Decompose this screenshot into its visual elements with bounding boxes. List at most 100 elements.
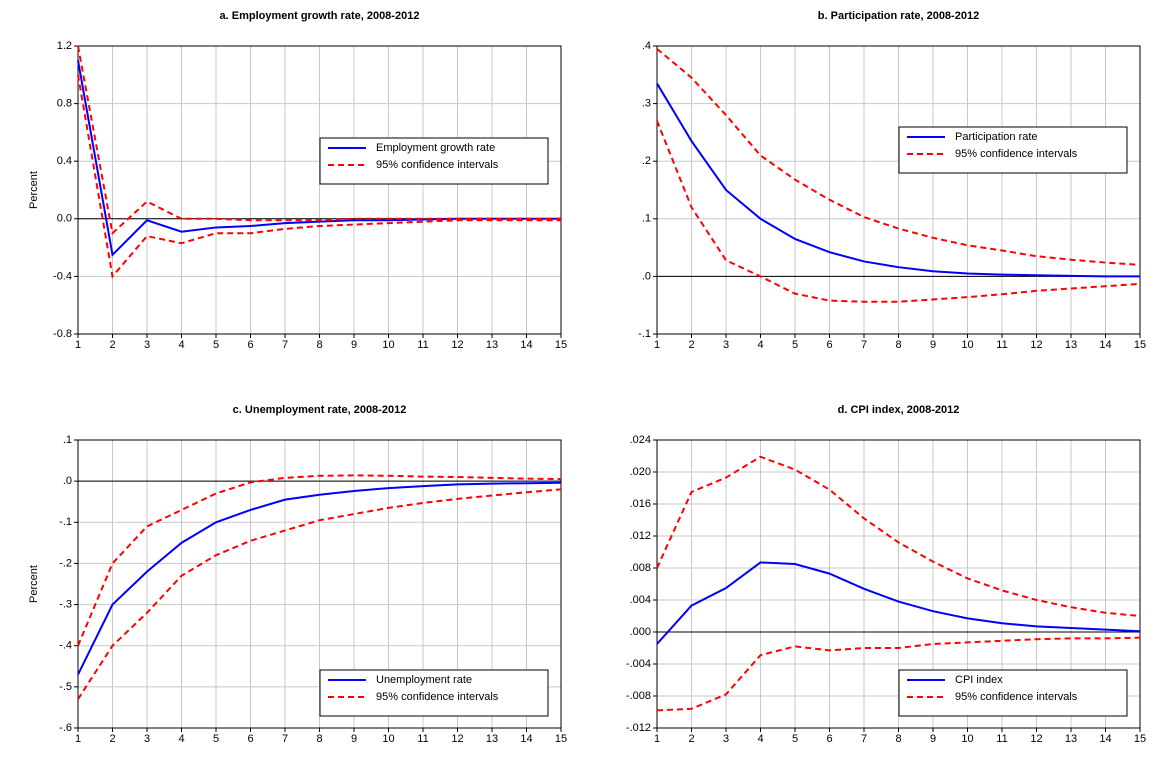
legend-box bbox=[319, 137, 549, 185]
x-tick-label: 4 bbox=[178, 733, 184, 745]
series-line bbox=[656, 561, 1141, 645]
y-tick-label: 1.2 bbox=[57, 40, 72, 52]
y-tick-label: .020 bbox=[630, 466, 651, 478]
series-line bbox=[77, 45, 561, 236]
legend-box bbox=[898, 669, 1128, 717]
series-line bbox=[77, 481, 562, 675]
series-line bbox=[656, 636, 1141, 712]
x-tick-label: 6 bbox=[247, 733, 253, 745]
y-tick-label: .004 bbox=[630, 594, 651, 606]
legend-box bbox=[319, 669, 549, 717]
y-tick-label: .1 bbox=[63, 434, 72, 446]
x-tick-label: 4 bbox=[757, 339, 763, 351]
x-tick-label: 3 bbox=[144, 733, 150, 745]
x-tick-label: 3 bbox=[144, 339, 150, 351]
x-tick-label: 10 bbox=[382, 339, 394, 351]
y-tick-label: .000 bbox=[630, 626, 651, 638]
y-tick-label: -.1 bbox=[59, 516, 72, 528]
x-tick-label: 6 bbox=[247, 339, 253, 351]
x-tick-label: 11 bbox=[996, 339, 1007, 351]
x-tick-label: 4 bbox=[178, 339, 184, 351]
legend-box bbox=[898, 126, 1128, 174]
y-tick-label: 0.0 bbox=[57, 213, 72, 225]
y-axis-label: Percent bbox=[28, 171, 40, 209]
y-tick-label: 0.8 bbox=[57, 98, 72, 110]
series-line bbox=[656, 48, 1141, 266]
x-tick-label: 11 bbox=[417, 733, 428, 745]
x-tick-label: 9 bbox=[930, 733, 936, 745]
x-tick-label: 13 bbox=[1065, 339, 1077, 351]
series-line bbox=[656, 82, 1140, 278]
x-tick-label: 2 bbox=[109, 733, 115, 745]
x-tick-label: 14 bbox=[520, 339, 532, 351]
series-line bbox=[656, 455, 1141, 617]
y-tick-label: .0 bbox=[642, 270, 651, 282]
plot-frame bbox=[656, 439, 1141, 729]
x-tick-label: 1 bbox=[654, 339, 660, 351]
legend-label: Employment growth rate bbox=[376, 142, 495, 154]
y-tick-label: -.5 bbox=[59, 681, 72, 693]
x-tick-label: 13 bbox=[486, 733, 498, 745]
panel-title: c. Unemployment rate, 2008-2012 bbox=[233, 404, 407, 416]
x-tick-label: 12 bbox=[451, 339, 463, 351]
plot-frame bbox=[77, 439, 562, 729]
x-tick-label: 8 bbox=[316, 339, 322, 351]
x-tick-label: 1 bbox=[75, 339, 81, 351]
y-tick-label: -0.8 bbox=[53, 328, 72, 340]
x-tick-label: 14 bbox=[1099, 339, 1111, 351]
x-tick-label: 11 bbox=[417, 339, 428, 351]
x-tick-label: 2 bbox=[688, 339, 694, 351]
y-tick-label: .0 bbox=[63, 475, 72, 487]
x-tick-label: 7 bbox=[282, 733, 288, 745]
y-tick-label: -.3 bbox=[59, 598, 72, 610]
y-tick-label: .016 bbox=[630, 498, 651, 510]
y-tick-label: .2 bbox=[642, 155, 651, 167]
legend-label: Participation rate bbox=[955, 131, 1038, 143]
legend-label: 95% confidence intervals bbox=[376, 691, 499, 703]
panel-title: a. Employment growth rate, 2008-2012 bbox=[220, 10, 420, 22]
x-tick-label: 11 bbox=[996, 733, 1007, 745]
x-tick-label: 10 bbox=[961, 339, 973, 351]
x-tick-label: 9 bbox=[351, 339, 357, 351]
x-tick-label: 1 bbox=[75, 733, 81, 745]
y-tick-label: 0.4 bbox=[57, 155, 72, 167]
x-tick-label: 5 bbox=[213, 733, 219, 745]
y-axis-label: Percent bbox=[28, 565, 40, 603]
x-tick-label: 10 bbox=[961, 733, 973, 745]
series-line bbox=[77, 474, 562, 647]
x-tick-label: 8 bbox=[316, 733, 322, 745]
y-tick-label: .1 bbox=[642, 213, 651, 225]
plot-frame bbox=[656, 45, 1141, 335]
x-tick-label: 5 bbox=[792, 733, 798, 745]
x-tick-label: 15 bbox=[1134, 733, 1146, 745]
x-tick-label: 5 bbox=[792, 339, 798, 351]
x-tick-label: 13 bbox=[1065, 733, 1077, 745]
y-tick-label: -.6 bbox=[59, 722, 72, 734]
y-tick-label: .3 bbox=[642, 98, 651, 110]
panel: c. Unemployment rate, 2008-2012 Percent -.… bbox=[28, 404, 567, 745]
legend-label: 95% confidence intervals bbox=[955, 691, 1078, 703]
x-tick-label: 10 bbox=[382, 733, 394, 745]
panel: a. Employment growth rate, 2008-2012 Perc… bbox=[28, 10, 567, 351]
x-tick-label: 12 bbox=[451, 733, 463, 745]
legend-label: 95% confidence intervals bbox=[955, 148, 1078, 160]
x-tick-label: 6 bbox=[826, 339, 832, 351]
y-tick-label: .024 bbox=[630, 434, 651, 446]
x-tick-label: 9 bbox=[930, 339, 936, 351]
x-tick-label: 12 bbox=[1030, 339, 1042, 351]
x-tick-label: 12 bbox=[1030, 733, 1042, 745]
x-tick-label: 5 bbox=[213, 339, 219, 351]
plot-frame bbox=[77, 45, 562, 335]
series-line bbox=[77, 488, 562, 700]
x-tick-label: 1 bbox=[654, 733, 660, 745]
x-tick-label: 2 bbox=[688, 733, 694, 745]
legend-label: 95% confidence intervals bbox=[376, 159, 499, 171]
x-tick-label: 15 bbox=[1134, 339, 1146, 351]
x-tick-label: 7 bbox=[861, 733, 867, 745]
y-tick-label: -.1 bbox=[638, 328, 651, 340]
legend-label: Unemployment rate bbox=[376, 674, 472, 686]
x-tick-label: 9 bbox=[351, 733, 357, 745]
y-tick-label: -.012 bbox=[626, 722, 651, 734]
x-tick-label: 15 bbox=[555, 339, 567, 351]
